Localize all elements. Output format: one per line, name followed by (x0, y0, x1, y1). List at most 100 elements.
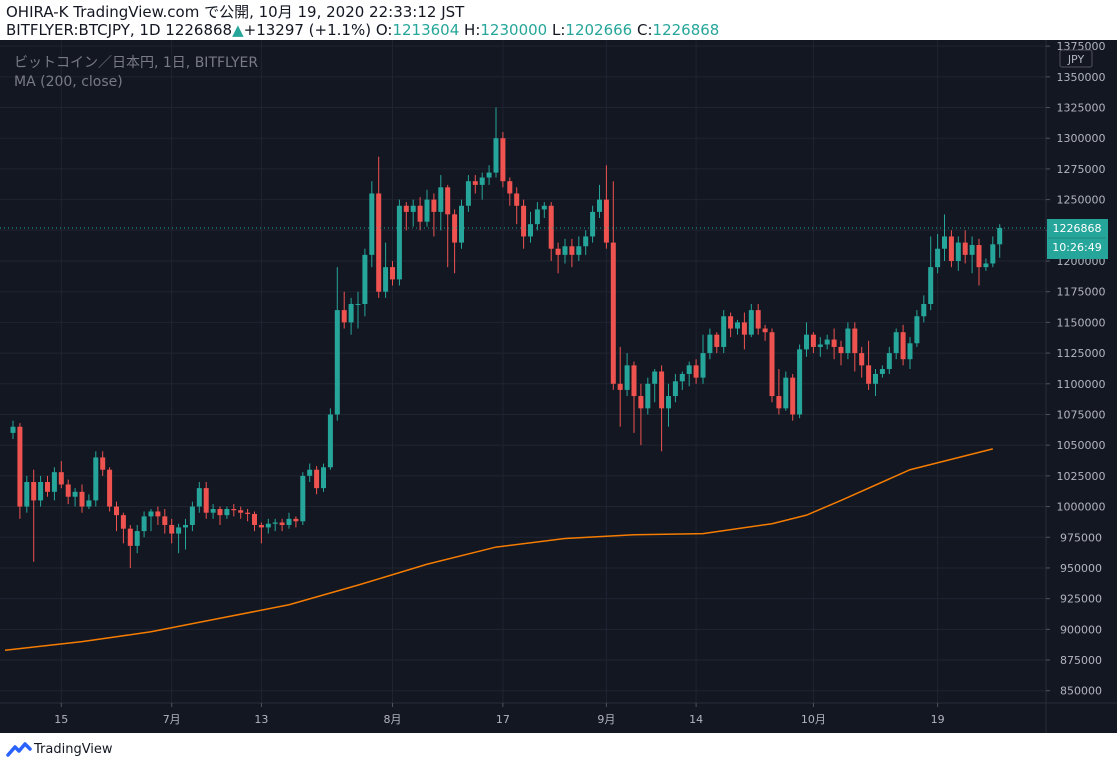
candle-body (86, 500, 92, 507)
time-tick-label: 9月 (597, 713, 615, 726)
candle-body (65, 484, 71, 497)
candle-body (845, 328, 851, 354)
time-tick-label: 13 (254, 713, 268, 726)
candle (169, 518, 175, 544)
candle-body (686, 365, 692, 374)
candle-body (396, 205, 402, 280)
candle-body (72, 491, 78, 497)
candle (707, 328, 713, 360)
candle-body (196, 488, 202, 507)
candle-body (824, 339, 830, 345)
price-chart[interactable]: 850000 875000 900000 925000 950000 975000 1000… (0, 40, 1117, 733)
candle (465, 175, 471, 212)
price-tick-label: 975000 (1060, 531, 1102, 544)
candle-body (790, 377, 796, 415)
chart-grid (0, 40, 1046, 703)
candle (921, 295, 927, 323)
candle-body (707, 334, 713, 354)
candle (597, 184, 602, 219)
candle-body (45, 482, 50, 492)
candle-body (893, 332, 899, 354)
candle-body (334, 310, 340, 415)
candle (721, 310, 727, 354)
candle (610, 181, 616, 390)
time-axis[interactable]: 15 7月 13 8月 17 9月 14 10月 19 (54, 703, 945, 726)
candle-body (921, 303, 927, 317)
candle (659, 365, 665, 452)
close-label: C: (637, 21, 653, 39)
candle (410, 199, 416, 227)
candle (17, 423, 23, 519)
candle (548, 202, 554, 261)
candle-body (804, 334, 809, 350)
candle (403, 202, 409, 231)
candle (562, 238, 568, 264)
candle (714, 332, 720, 354)
candle (86, 494, 92, 510)
candle-body (403, 205, 409, 212)
currency-box[interactable] (1059, 49, 1093, 68)
candle (431, 193, 437, 237)
candle (493, 107, 499, 178)
candle (189, 501, 195, 532)
ma-200-line (4, 448, 993, 651)
candle (334, 267, 340, 421)
candle-body (176, 527, 182, 534)
price-change: +13297 (+1.1%) (243, 21, 372, 39)
price-axis[interactable]: 850000 875000 900000 925000 950000 975000 1000… (1046, 40, 1106, 698)
candle-body (486, 172, 492, 178)
candle (638, 383, 644, 446)
candle (838, 340, 844, 366)
candle (472, 175, 478, 194)
candle-body (948, 236, 954, 261)
candle (383, 242, 389, 298)
candle (672, 373, 678, 403)
candle (569, 238, 575, 268)
high-label: H: (464, 21, 481, 39)
candle-body (728, 316, 734, 329)
candle (769, 328, 775, 403)
candle (390, 261, 395, 286)
candle (120, 512, 126, 544)
candle (58, 461, 64, 489)
candle (376, 156, 382, 298)
candle (645, 377, 651, 415)
tradingview-brand: TradingView (34, 742, 113, 757)
candle (824, 334, 830, 350)
candle-body (210, 509, 216, 513)
time-tick-label: 14 (689, 713, 703, 726)
candle-body (500, 138, 506, 182)
candle-body (327, 414, 333, 468)
candle (728, 312, 734, 338)
candle (38, 475, 44, 507)
candle (631, 361, 637, 433)
candle (741, 312, 747, 350)
candle (541, 202, 547, 219)
candle-body (10, 426, 16, 433)
time-tick-label: 8月 (384, 713, 402, 726)
close-value: 1226868 (652, 21, 720, 39)
candle-body (562, 246, 568, 255)
candle (942, 214, 947, 261)
candle (217, 506, 223, 525)
candle-body (797, 349, 803, 415)
candle (45, 475, 50, 497)
candle-body (514, 193, 520, 206)
candle-body (465, 181, 471, 206)
candle-body (127, 528, 133, 546)
instrument-legend: ビットコイン／日本円, 1日, BITFLYER (14, 55, 258, 71)
candle (396, 199, 402, 286)
candle-body (548, 205, 554, 249)
candle (859, 346, 865, 378)
candle-body (755, 310, 761, 329)
candle-body (852, 328, 858, 354)
candle-body (569, 246, 575, 255)
candle-body (831, 339, 837, 347)
candle-body (424, 199, 430, 222)
candle-body (886, 353, 892, 370)
candle (790, 373, 796, 421)
candle (293, 516, 299, 528)
candle-body (17, 426, 23, 507)
candle (907, 337, 913, 370)
candle (224, 506, 230, 519)
